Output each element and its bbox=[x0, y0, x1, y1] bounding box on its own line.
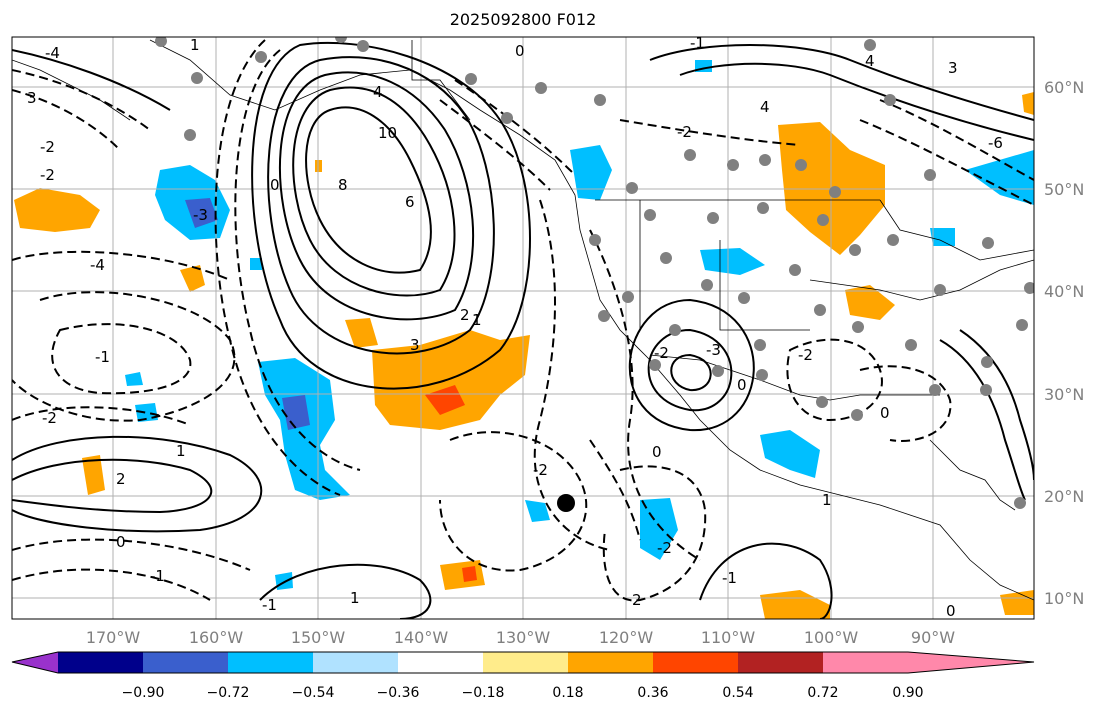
colorbar-segment bbox=[398, 652, 483, 673]
contour-label: 2 bbox=[116, 470, 126, 488]
contour-label: 0 bbox=[737, 376, 747, 394]
contour-label: -1 bbox=[150, 567, 165, 585]
contour-label: 6 bbox=[405, 193, 415, 211]
lat-label: 20°N bbox=[1044, 487, 1084, 506]
station-markers bbox=[155, 37, 1034, 509]
longitude-labels: 170°W 160°W 150°W 140°W 130°W 120°W 110°… bbox=[86, 628, 955, 647]
contour-label: -6 bbox=[988, 134, 1003, 152]
contour-label: -2 bbox=[654, 344, 669, 362]
contour-label: -2 bbox=[40, 138, 55, 156]
colorbar-segment bbox=[313, 652, 398, 673]
contour-label: -2 bbox=[40, 166, 55, 184]
contour-label: -2 bbox=[657, 539, 672, 557]
colorbar-tick: −0.18 bbox=[462, 685, 505, 701]
map-frame bbox=[11, 36, 1035, 620]
contour-label: -2 bbox=[42, 409, 57, 427]
contour-label: 1 bbox=[176, 442, 186, 460]
colorbar-outline bbox=[11, 651, 1035, 674]
lat-label: 50°N bbox=[1044, 180, 1084, 199]
contour-label: 1 bbox=[822, 491, 832, 509]
contour-label: 2 bbox=[460, 306, 470, 324]
contour-label: 1 bbox=[350, 589, 360, 607]
contour-label: 3 bbox=[27, 89, 37, 107]
colorbar-tick: −0.90 bbox=[122, 685, 165, 701]
contour-label: 0 bbox=[652, 443, 662, 461]
contour-label: -1 bbox=[262, 596, 277, 614]
colorbar-segment bbox=[58, 652, 143, 673]
contour-label: -1 bbox=[722, 569, 737, 587]
lat-label: 10°N bbox=[1044, 589, 1084, 608]
contour-label: -2 bbox=[677, 123, 692, 141]
lon-label: 160°W bbox=[189, 628, 244, 647]
contour-label: 1 bbox=[472, 311, 482, 329]
map-title: 2025092800 F012 bbox=[449, 10, 597, 29]
contour-label: -1 bbox=[690, 34, 705, 52]
contour-labels: -4 3 -2 -2 -3 -4 -1 -2 2 1 0 -1 1 10 8 6… bbox=[27, 34, 1003, 620]
colorbar-tick: −0.72 bbox=[207, 685, 250, 701]
lon-label: 100°W bbox=[804, 628, 859, 647]
colorbar-tick: 0.72 bbox=[807, 685, 838, 701]
contour-label: 3 bbox=[410, 336, 420, 354]
colorbar-tick: −0.36 bbox=[377, 685, 420, 701]
contour-label: 0 bbox=[880, 404, 890, 422]
contour-label: -4 bbox=[45, 44, 60, 62]
colorbar-left-arrow bbox=[12, 652, 58, 673]
colorbar-segment bbox=[568, 652, 653, 673]
contour-label: 1 bbox=[190, 36, 200, 54]
colorbar-segment bbox=[738, 652, 823, 673]
colorbar: −0.90 −0.72 −0.54 −0.36 −0.18 0.18 0.36 … bbox=[11, 651, 1035, 701]
graticule bbox=[12, 37, 1034, 619]
colorbar-tick: 0.90 bbox=[892, 685, 923, 701]
contour-label: 0 bbox=[515, 42, 525, 60]
colorbar-segment bbox=[483, 652, 568, 673]
contour-label: 10 bbox=[378, 124, 397, 142]
contour-label: -3 bbox=[193, 206, 208, 224]
contour-label: 0 bbox=[116, 533, 126, 551]
contour-label: -2 bbox=[798, 346, 813, 364]
contour-label: -3 bbox=[706, 341, 721, 359]
lon-label: 110°W bbox=[701, 628, 756, 647]
contour-label: -1 bbox=[95, 348, 110, 366]
contour-label: 4 bbox=[865, 52, 875, 70]
contour-label: 0 bbox=[946, 602, 956, 620]
lat-label: 30°N bbox=[1044, 385, 1084, 404]
colorbar-segment bbox=[143, 652, 228, 673]
colorbar-tick: 0.18 bbox=[552, 685, 583, 701]
colorbar-tick: 0.54 bbox=[722, 685, 753, 701]
lon-label: 140°W bbox=[394, 628, 449, 647]
contour-label: 2 bbox=[632, 591, 642, 609]
lat-label: 40°N bbox=[1044, 282, 1084, 301]
colorbar-segment bbox=[228, 652, 313, 673]
contour-label: -2 bbox=[533, 461, 548, 479]
coastlines bbox=[12, 39, 1034, 601]
lon-label: 120°W bbox=[599, 628, 654, 647]
contour-label: 4 bbox=[373, 83, 383, 101]
lon-label: 150°W bbox=[291, 628, 346, 647]
colorbar-right-tip bbox=[908, 652, 1034, 673]
contour-label: -4 bbox=[90, 256, 105, 274]
colorbar-segment bbox=[653, 652, 738, 673]
lat-label: 60°N bbox=[1044, 78, 1084, 97]
colorbar-segment bbox=[823, 652, 908, 673]
map-area: -4 3 -2 -2 -3 -4 -1 -2 2 1 0 -1 1 10 8 6… bbox=[12, 34, 1034, 620]
lon-label: 170°W bbox=[86, 628, 141, 647]
colorbar-tick: −0.54 bbox=[292, 685, 335, 701]
latitude-labels: 60°N 50°N 40°N 30°N 20°N 10°N bbox=[1044, 78, 1084, 608]
contour-label: 4 bbox=[760, 98, 770, 116]
contour-label: 0 bbox=[270, 176, 280, 194]
contour-label: 3 bbox=[948, 59, 958, 77]
lon-label: 90°W bbox=[911, 628, 955, 647]
lon-label: 130°W bbox=[496, 628, 551, 647]
solid-contours bbox=[12, 41, 1034, 619]
colorbar-tick: 0.36 bbox=[637, 685, 668, 701]
colorbar-ticks: −0.90 −0.72 −0.54 −0.36 −0.18 0.18 0.36 … bbox=[122, 685, 924, 701]
location-marker bbox=[557, 494, 575, 512]
contour-label: 8 bbox=[338, 176, 348, 194]
dashed-contours bbox=[12, 39, 1034, 602]
